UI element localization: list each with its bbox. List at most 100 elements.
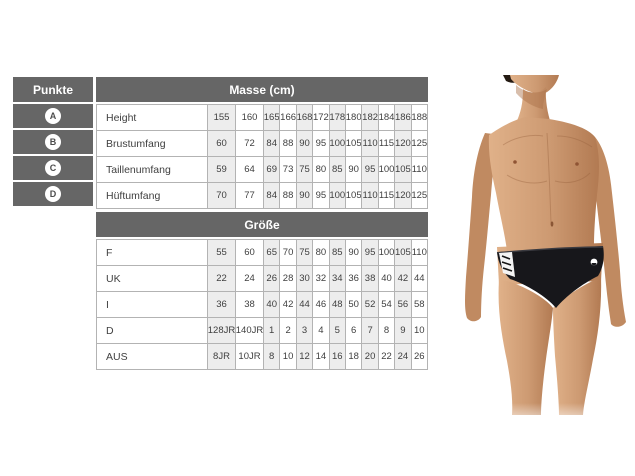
measurements-grid: Height 155 160 165 166 168 172 178 180 182 184 186 1…	[96, 104, 428, 209]
value-cell: 4	[312, 318, 328, 343]
row-label: Hüftumfang	[106, 189, 161, 202]
value-cell: 34	[328, 266, 345, 291]
point-cell: C	[13, 156, 93, 180]
detail	[575, 162, 579, 166]
value-cell: 182	[361, 105, 378, 130]
value-cell: 120	[394, 183, 411, 208]
value-cell: 60	[235, 240, 263, 265]
value-cell: 180	[344, 105, 361, 130]
value-cell: 72	[235, 131, 263, 156]
value-cell: 26	[410, 344, 427, 369]
neck-shadow	[516, 85, 547, 109]
value-cell: 105	[394, 157, 411, 182]
point-letter-badge: C	[45, 160, 61, 176]
value-cell: 70	[279, 240, 295, 265]
value-cell: 155	[207, 105, 235, 130]
value-cell: 140JR	[235, 318, 263, 343]
value-cell: 44	[295, 292, 313, 317]
photo-crop-fade	[455, 403, 635, 430]
model-torso	[488, 117, 599, 251]
value-cell: 85	[328, 240, 345, 265]
value-cell: 8	[263, 344, 280, 369]
value-cell: 120	[394, 131, 411, 156]
value-cell: 10	[279, 344, 295, 369]
value-cell: 58	[410, 292, 427, 317]
value-cell: 95	[361, 240, 378, 265]
table-row: F 55 60 65 70 75 80 85 90 95 100 105 110	[97, 240, 427, 265]
value-cell: 105	[344, 131, 361, 156]
value-cell: 40	[377, 266, 394, 291]
point-letter-badge: B	[45, 134, 61, 150]
value-cell: 64	[235, 157, 263, 182]
value-cell: 88	[279, 183, 295, 208]
value-cell: 80	[312, 157, 328, 182]
value-cell: 84	[263, 131, 280, 156]
value-cell: 38	[361, 266, 378, 291]
value-cell: 85	[328, 157, 345, 182]
value-cell: 125	[410, 131, 427, 156]
value-cell: 38	[235, 292, 263, 317]
value-cell: 22	[377, 344, 394, 369]
value-cell: 59	[207, 157, 235, 182]
value-cell: 55	[207, 240, 235, 265]
value-cell: 77	[235, 183, 263, 208]
value-cell: 128JR	[207, 318, 235, 343]
value-cell: 56	[394, 292, 411, 317]
value-cell: 160	[235, 105, 263, 130]
table-row: AUS 8JR 10JR 8 10 12 14 16 18 20 22 24 26	[97, 343, 427, 369]
row-label: AUS	[106, 350, 128, 363]
value-cell: 32	[312, 266, 328, 291]
value-cell: 73	[279, 157, 295, 182]
value-cell: 36	[344, 266, 361, 291]
value-cell: 1	[263, 318, 280, 343]
value-cell: 3	[295, 318, 313, 343]
row-label: Brustumfang	[106, 137, 166, 150]
value-cell: 70	[207, 183, 235, 208]
point-cell: B	[13, 130, 93, 154]
value-cell: 30	[295, 266, 313, 291]
value-cell: 6	[344, 318, 361, 343]
value-cell: 75	[295, 240, 313, 265]
table-row: Hüftumfang 70 77 84 88 90 95 100 105 110 115 120 125	[97, 182, 427, 208]
value-cell: 22	[207, 266, 235, 291]
row-label: F	[106, 246, 113, 259]
value-cell: 95	[312, 183, 328, 208]
value-cell: 80	[312, 240, 328, 265]
value-cell: 100	[377, 240, 394, 265]
value-cell: 8	[377, 318, 394, 343]
value-cell: 48	[328, 292, 345, 317]
value-cell: 46	[312, 292, 328, 317]
value-cell: 105	[344, 183, 361, 208]
value-cell: 110	[410, 157, 427, 182]
value-cell: 20	[361, 344, 378, 369]
brand-logo	[590, 258, 598, 266]
value-cell: 2	[279, 318, 295, 343]
value-cell: 10	[410, 318, 427, 343]
value-cell: 90	[295, 131, 313, 156]
value-cell: 50	[344, 292, 361, 317]
table-row: Height 155 160 165 166 168 172 178 180 182 184 186 1…	[97, 105, 427, 130]
point-letter-badge: D	[45, 186, 61, 202]
value-cell: 188	[410, 105, 427, 130]
value-cell: 125	[410, 183, 427, 208]
value-cell: 36	[207, 292, 235, 317]
value-cell: 178	[328, 105, 345, 130]
value-cell: 95	[361, 157, 378, 182]
detail	[513, 160, 517, 164]
value-cell: 7	[361, 318, 378, 343]
value-cell: 44	[410, 266, 427, 291]
value-cell: 165	[263, 105, 280, 130]
team-stripe-panel	[499, 252, 515, 277]
value-cell: 28	[279, 266, 295, 291]
value-cell: 40	[263, 292, 280, 317]
value-cell: 184	[377, 105, 394, 130]
measurements-header: Masse (cm)	[96, 77, 428, 102]
value-cell: 60	[207, 131, 235, 156]
waistband	[496, 246, 604, 254]
value-cell: 69	[263, 157, 280, 182]
value-cell: 90	[295, 183, 313, 208]
swim-briefs	[496, 246, 604, 308]
value-cell: 65	[263, 240, 280, 265]
